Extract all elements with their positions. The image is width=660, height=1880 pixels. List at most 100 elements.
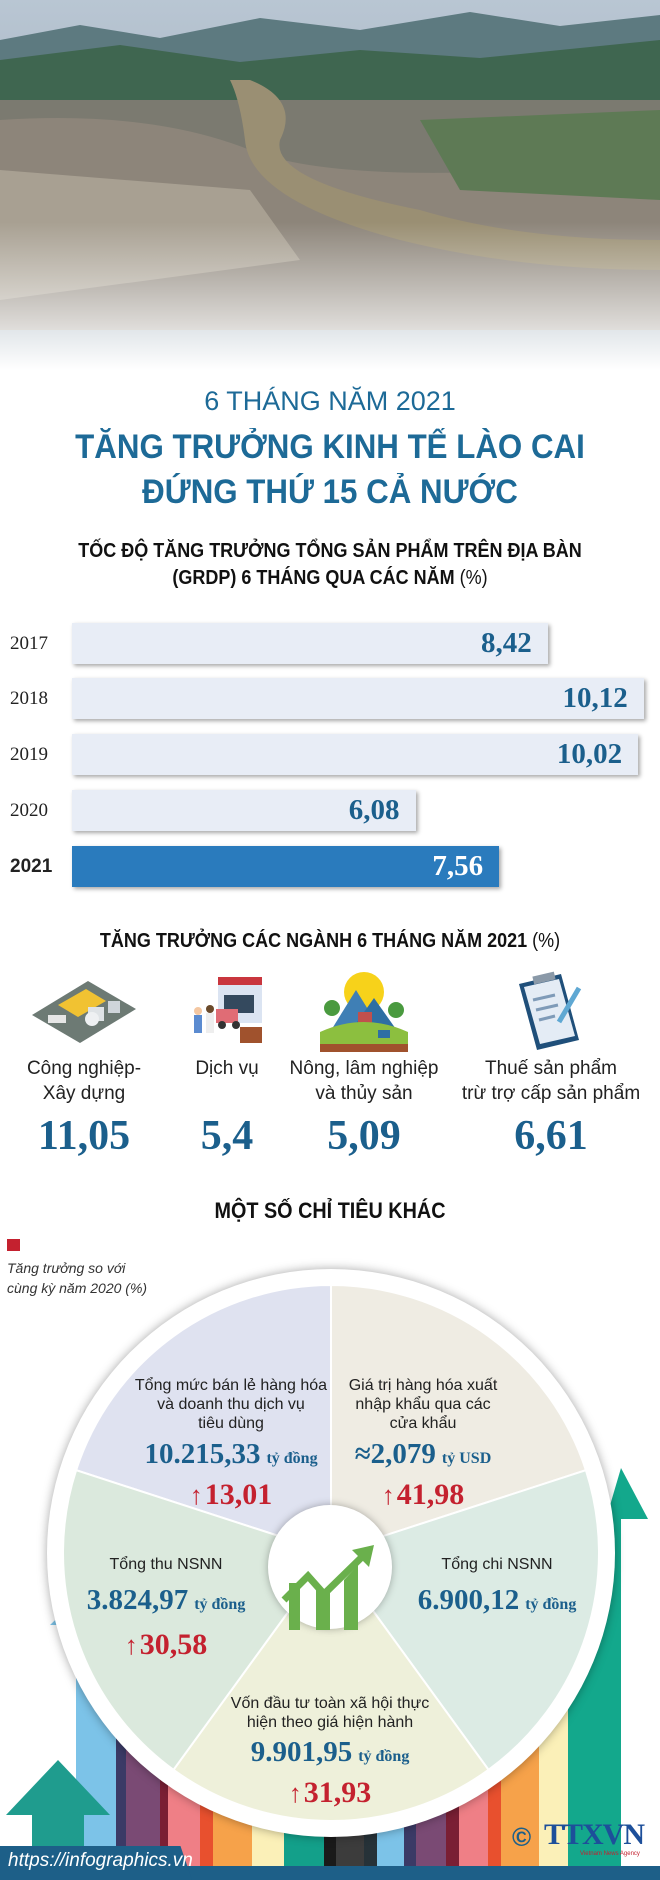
year-label: 2020 [10,800,48,821]
indicator-value: 9.901,95 tỷ đồng [210,1736,450,1769]
indicator-growth: ↑13,01 [151,1478,311,1512]
bar-value-label: 10,02 [556,738,623,770]
legend-line1: Tăng trưởng so với [7,1260,126,1276]
indicator-label-line: tiêu dùng [198,1415,264,1432]
bar-value-label: 8,42 [480,627,532,659]
sector-value: 6,61 [514,1113,588,1159]
sector-label: Thuế sản phẩm trừ trợ cấp sản phẩm [441,1056,660,1106]
pie-sector [74,1283,332,1555]
indicator-value-number: 3.824,97 [86,1584,189,1616]
pie-sector [62,1468,333,1772]
sectors-unit: (%) [532,930,561,952]
indicator-label: Tổng mức bán lẻ hàng hóa và doanh thu dịc… [131,1376,331,1433]
growth-value: 13,01 [204,1478,273,1511]
copyright-symbol: © [512,1822,532,1852]
bar-2021: 7,56 [72,846,500,887]
indicator-growth: ↑31,93 [250,1776,410,1810]
sector-label-line1: Nông, lâm nghiệp [289,1058,439,1079]
bar-value-label: 6,08 [348,794,400,826]
indicator-growth: ↑41,98 [343,1478,503,1512]
bar-2020: 6,08 [72,790,416,831]
pie-sector [330,1283,588,1555]
delivery-truck-icon [194,977,262,1043]
indicator-label-line: Vốn đầu tư toàn xã hội thực [230,1695,430,1712]
legend-swatch [7,1239,20,1251]
year-label: 2018 [10,688,48,709]
sector-label: Dịch vụ [142,1056,312,1081]
indicator-label: Tổng thu NSNN [66,1555,266,1574]
sector-label-line2: trừ trợ cấp sản phẩm [461,1083,641,1104]
other-title: MỘT SỐ CHỈ TIÊU KHÁC [214,1198,446,1223]
bar-2017: 8,42 [72,623,548,664]
ttxvn-logo: TTXVN [544,1818,645,1851]
chart-title-text: (GRDP) 6 THÁNG QUA CÁC NĂM [172,567,455,589]
indicator-unit: tỷ đồng [358,1748,410,1765]
sector-label-line1: Thuế sản phẩm [484,1058,618,1079]
indicator-label-line: nhập khẩu qua các [355,1396,491,1413]
indicator-label-line: cửa khẩu [389,1415,457,1432]
indicator-unit: tỷ đồng [194,1596,246,1613]
stripe [160,1700,168,1880]
indicator-value: 3.824,97 tỷ đồng [46,1584,286,1617]
right-green-arrow-icon [606,1468,648,1519]
factory-icon [32,981,136,1043]
ttxvn-logo-sub: Vietnam News Agency [580,1851,640,1857]
main-title-line1: TĂNG TRƯỞNG KINH TẾ LÀO CAI [75,428,585,466]
chart-title-line2: (GRDP) 6 THÁNG QUA CÁC NĂM (%) [33,567,627,590]
sector-label: Công nghiệp- Xây dựng [0,1056,169,1106]
sectors-title-text: TĂNG TRƯỞNG CÁC NGÀNH 6 THÁNG NĂM 2021 [99,930,528,952]
indicator-label: Tổng chi NSNN [397,1555,597,1574]
indicator-label-line: Giá trị hàng hóa xuất [348,1377,498,1394]
chart-title-line1: TỐC ĐỘ TĂNG TRƯỞNG TỔNG SẢN PHẨM TRÊN ĐỊ… [78,540,582,562]
bar-value-label: 10,12 [562,682,628,714]
main-title-line2: ĐỨNG THỨ 15 CẢ NƯỚC [142,473,518,511]
indicators-pie [47,1269,615,1837]
bar-2019: 10,02 [72,734,639,775]
sector-label-line2: Xây dựng [42,1083,126,1104]
sector-label-line1: Công nghiệp- [26,1058,142,1079]
up-arrow-icon: ↑ [189,1481,203,1510]
bar-value-label: 7,56 [432,850,484,882]
growth-chart-icon [281,1545,374,1630]
sector-value: 5,09 [327,1113,401,1159]
sector-label-line1: Dịch vụ [195,1058,259,1079]
indicator-value: ≈2,079 tỷ USD [303,1438,543,1471]
indicator-value-number: 6.900,12 [417,1584,520,1616]
indicator-label: Vốn đầu tư toàn xã hội thực hiện theo giá… [230,1694,430,1732]
chart-unit: (%) [459,567,488,589]
footer-url[interactable]: https://infographics.vn [8,1850,193,1871]
legend-line2: cùng kỳ năm 2020 (%) [7,1280,148,1296]
indicator-value: 6.900,12 tỷ đồng [377,1584,617,1617]
year-label: 2021 [10,856,53,877]
sector-label-line2: và thủy sản [315,1083,413,1104]
sector-value: 11,05 [37,1113,131,1159]
pie-sector [172,1551,490,1822]
footer-tab [0,1846,192,1880]
farm-landscape-icon [320,972,408,1052]
sector-label: Nông, lâm nghiệp và thủy sản [279,1056,449,1106]
indicator-label-line: Tổng thu NSNN [109,1556,223,1573]
indicator-unit: tỷ USD [441,1450,492,1467]
indicator-value-number: 10.215,33 [144,1438,261,1470]
indicator-label-line: hiện theo giá hiện hành [246,1714,414,1731]
indicator-growth: ↑30,58 [86,1628,246,1662]
indicator-unit: tỷ đồng [266,1450,318,1467]
growth-value: 30,58 [139,1628,208,1661]
clipboard-icon [519,971,582,1050]
legend-text: Tăng trưởng so với cùng kỳ năm 2020 (%) [7,1258,147,1298]
up-arrow-icon: ↑ [288,1779,302,1808]
indicator-unit: tỷ đồng [525,1596,577,1613]
city-aerial-photo [0,0,660,370]
indicator-label-line: và doanh thu dịch vụ [157,1396,305,1413]
bar-2018: 10,12 [72,678,644,719]
up-arrow-icon: ↑ [381,1481,395,1510]
indicator-value: 10.215,33 tỷ đồng [111,1438,351,1471]
year-label: 2019 [10,744,48,765]
period-subtitle: 6 THÁNG NĂM 2021 [204,386,456,416]
growth-value: 31,93 [303,1776,372,1809]
pie-sector [329,1468,600,1772]
sectors-title: TĂNG TRƯỞNG CÁC NGÀNH 6 THÁNG NĂM 2021 (… [33,930,627,953]
indicator-label-line: Tổng mức bán lẻ hàng hóa [134,1377,328,1394]
year-label: 2017 [10,633,48,654]
indicator-label: Giá trị hàng hóa xuất nhập khẩu qua các cử… [323,1376,523,1433]
